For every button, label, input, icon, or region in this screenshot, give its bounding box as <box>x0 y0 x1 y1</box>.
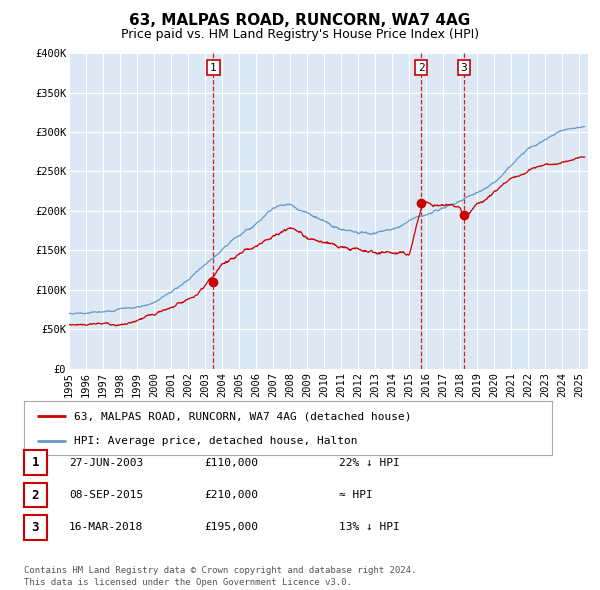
Text: HPI: Average price, detached house, Halton: HPI: Average price, detached house, Halt… <box>74 437 358 447</box>
Text: £195,000: £195,000 <box>204 523 258 532</box>
Text: £110,000: £110,000 <box>204 458 258 467</box>
Text: 2: 2 <box>418 63 424 73</box>
Text: 3: 3 <box>461 63 467 73</box>
Text: 2: 2 <box>32 489 39 502</box>
Text: 08-SEP-2015: 08-SEP-2015 <box>69 490 143 500</box>
Text: 22% ↓ HPI: 22% ↓ HPI <box>339 458 400 467</box>
Text: Price paid vs. HM Land Registry's House Price Index (HPI): Price paid vs. HM Land Registry's House … <box>121 28 479 41</box>
Text: £210,000: £210,000 <box>204 490 258 500</box>
Text: 27-JUN-2003: 27-JUN-2003 <box>69 458 143 467</box>
Text: 3: 3 <box>32 521 39 534</box>
Text: 13% ↓ HPI: 13% ↓ HPI <box>339 523 400 532</box>
Text: 16-MAR-2018: 16-MAR-2018 <box>69 523 143 532</box>
Text: 1: 1 <box>210 63 217 73</box>
Text: 63, MALPAS ROAD, RUNCORN, WA7 4AG: 63, MALPAS ROAD, RUNCORN, WA7 4AG <box>130 13 470 28</box>
Text: ≈ HPI: ≈ HPI <box>339 490 373 500</box>
Text: Contains HM Land Registry data © Crown copyright and database right 2024.
This d: Contains HM Land Registry data © Crown c… <box>24 566 416 587</box>
Text: 63, MALPAS ROAD, RUNCORN, WA7 4AG (detached house): 63, MALPAS ROAD, RUNCORN, WA7 4AG (detac… <box>74 411 412 421</box>
Text: 1: 1 <box>32 456 39 469</box>
